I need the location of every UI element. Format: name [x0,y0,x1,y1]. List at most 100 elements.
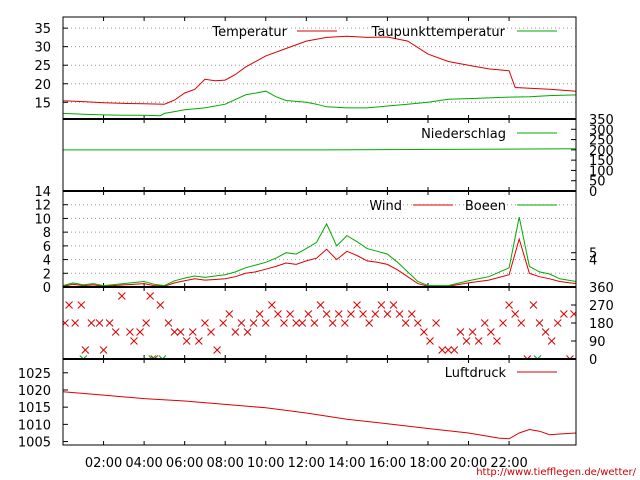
panel-pressure: 1005 1010 1015 1020 1025 Luftdruck [18,358,577,451]
marker-stroke [517,319,526,327]
x-tick-label: 04:00 [125,456,162,471]
marker-stroke [77,301,86,309]
y-tick-label-right: 200 [589,144,614,159]
data-point-marker [371,310,380,318]
marker-stroke [316,301,325,309]
data-point-marker [170,328,179,336]
data-point-marker [164,319,173,327]
data-point-marker [176,328,185,336]
data-point-marker [77,301,86,309]
data-point-marker [274,310,282,318]
panel-frame [62,286,577,360]
series-group [63,35,576,117]
data-point-marker [136,328,144,336]
x-tick-label: 12:00 [288,456,325,471]
y-tick-label-left: 30 [34,41,51,56]
marker-stroke [511,310,520,318]
data-point-marker [401,319,410,327]
series-group [63,391,576,440]
marker-stroke [298,319,307,327]
data-point-marker [499,319,507,327]
data-point-marker [432,319,440,327]
series-group [63,216,576,287]
marker-stroke [207,328,215,336]
marker-stroke [523,355,529,359]
marker-stroke [79,355,84,359]
y-tick-label-right: 270 [589,299,614,314]
marker-stroke [130,337,138,345]
series-line-1 [63,237,576,287]
marker-stroke [237,319,246,327]
marker-stroke [533,355,539,359]
series-line-1 [63,148,576,151]
series-line-1 [63,391,576,440]
y-tick-label-right: 360 [589,281,614,296]
marker-stroke [328,319,337,327]
data-point-marker [523,355,532,359]
marker-stroke [570,311,576,318]
data-point-marker [328,319,337,327]
data-point-marker [298,319,307,327]
y-tick-label-right: 250 [589,134,614,149]
panel-wind_direction: 0 90 180 270 360 [62,281,614,368]
y-tick-label-right: 50 [589,175,606,190]
y-tick-label-right: 180 [589,317,614,332]
marker-stroke [420,328,428,336]
marker-stroke [389,301,398,309]
data-point-marker [148,355,157,359]
data-point-marker [505,301,513,309]
marker-stroke [359,310,367,318]
x-tick-label: 20:00 [450,456,487,471]
data-point-marker [225,310,234,318]
marker-stroke [566,355,571,359]
marker-stroke [105,319,114,327]
y-tick-label-right: 90 [589,335,606,350]
data-point-marker [304,310,313,318]
data-point-marker [111,328,120,336]
data-point-marker [474,337,483,345]
data-point-marker [219,319,228,327]
marker-stroke [170,328,179,336]
marker-stroke [377,301,386,309]
marker-stroke [365,319,374,327]
panel-temperature: 15 20 25 30 35 Temperatur Taupunkttemperatur [34,16,577,120]
marker-stroke [559,310,568,318]
data-point-marker [533,355,542,359]
marker-stroke [148,355,153,359]
marker-stroke [71,319,80,327]
marker-stroke [383,310,392,318]
data-point-marker [340,319,349,327]
data-point-marker [322,310,331,318]
data-point-marker [529,301,538,309]
y-tick-label-right: 0 [589,185,597,200]
y-tick-label-left: 6 [43,240,51,255]
y-tick-label-right: 350 [589,113,614,128]
marker-stroke [536,355,542,359]
marker-stroke [334,310,343,318]
marker-stroke [261,319,270,327]
y-tick-label-right: 300 [589,123,614,138]
data-point-marker [559,310,568,318]
data-point-marker [407,310,416,318]
marker-stroke [444,346,453,354]
credit-text: http://www.tiefflegen.de/wetter/ [476,467,636,478]
series-group [63,292,576,359]
marker-stroke [493,337,501,345]
legend-label: Niederschlag [421,127,506,142]
marker-stroke [146,292,155,300]
x-tick-label: 14:00 [328,456,365,471]
data-point-marker [87,319,96,327]
data-point-marker [493,337,501,345]
data-point-marker [486,328,495,336]
marker-stroke [243,328,252,336]
data-point-marker [517,319,526,327]
data-point-marker [99,346,108,354]
legend-label: Temperatur [211,25,287,40]
data-point-marker [511,310,520,318]
data-point-marker [261,319,270,327]
marker-stroke [249,319,258,327]
data-point-marker [438,346,447,354]
data-point-marker [566,355,574,359]
y-tick-label-left: 35 [34,22,51,37]
marker-stroke [255,310,264,318]
